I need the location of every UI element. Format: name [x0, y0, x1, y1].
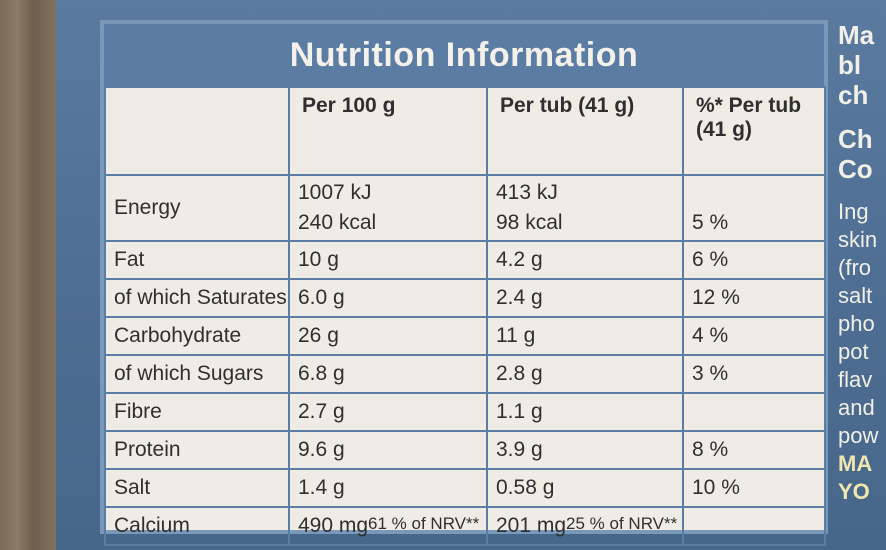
header-percent-per-tub: %* Per tub (41 g)	[682, 86, 826, 176]
side-line: pho	[838, 311, 875, 336]
side-line: flav	[838, 367, 873, 392]
row-label: of which Saturates	[104, 278, 290, 318]
nutrition-table: Per 100 g Per tub (41 g) %* Per tub (41 …	[104, 86, 826, 546]
side-line: Ch	[838, 124, 873, 154]
row-label: of which Sugars	[104, 354, 290, 394]
row-pct: 3 %	[682, 354, 826, 394]
wooden-surface	[0, 0, 56, 550]
side-line: ch	[838, 80, 869, 110]
row-per100: 2.7 g	[288, 392, 488, 432]
side-line: YO	[838, 479, 870, 504]
nutrition-panel: Nutrition Information Per 100 g Per tub …	[100, 20, 828, 546]
energy-tub-kcal: 98 kcal	[496, 211, 563, 234]
table-row: Salt 1.4 g 0.58 g 10 %	[104, 468, 826, 508]
energy-pct: 5 %	[682, 174, 826, 242]
row-tub: 2.4 g	[486, 278, 684, 318]
row-label: Protein	[104, 430, 290, 470]
row-pct: 12 %	[682, 278, 826, 318]
row-label: Carbohydrate	[104, 316, 290, 356]
row-pct	[682, 392, 826, 432]
table-row: Carbohydrate 26 g 11 g 4 %	[104, 316, 826, 356]
side-line: (fro	[838, 255, 871, 280]
row-tub: 1.1 g	[486, 392, 684, 432]
side-line: pow	[838, 423, 879, 448]
row-per100: 9.6 g	[288, 430, 488, 470]
table-row: of which Saturates 6.0 g 2.4 g 12 %	[104, 278, 826, 318]
row-pct: 6 %	[682, 240, 826, 280]
header-row: Per 100 g Per tub (41 g) %* Per tub (41 …	[104, 86, 826, 176]
row-pct: 4 %	[682, 316, 826, 356]
panel-title: Nutrition Information	[104, 24, 824, 86]
row-per100: 6.0 g	[288, 278, 488, 318]
row-tub: 0.58 g	[486, 468, 684, 508]
row-tub: 4.2 g	[486, 240, 684, 280]
row-label: Fat	[104, 240, 290, 280]
row-tub: 11 g	[486, 316, 684, 356]
side-line: pot	[838, 339, 869, 364]
side-line: MA	[838, 451, 873, 476]
header-per-100g: Per 100 g	[288, 86, 488, 176]
table-row: Protein 9.6 g 3.9 g 8 %	[104, 430, 826, 470]
energy-row: Energy 1007 kJ 240 kcal 413 kJ 98 kcal 5…	[104, 174, 826, 242]
calcium-tub-nrv: 25 % of NRV**	[566, 514, 678, 533]
calcium-pct	[682, 506, 826, 546]
calcium-per100: 490 mg 61 % of NRV**	[288, 506, 488, 546]
row-pct: 8 %	[682, 430, 826, 470]
row-label: Fibre	[104, 392, 290, 432]
side-line: Ing	[838, 199, 869, 224]
side-line: skin	[838, 227, 878, 252]
calcium-row: Calcium 490 mg 61 % of NRV** 201 mg 25 %…	[104, 506, 826, 546]
row-per100: 6.8 g	[288, 354, 488, 394]
row-pct: 10 %	[682, 468, 826, 508]
energy-label: Energy	[104, 174, 290, 242]
calcium-tub-value: 201 mg	[496, 514, 567, 537]
row-per100: 1.4 g	[288, 468, 488, 508]
calcium-per100-nrv: 61 % of NRV**	[368, 514, 480, 533]
energy-tub-kj: 413 kJ	[496, 181, 558, 204]
header-empty	[104, 86, 290, 176]
energy-per100-kcal: 240 kcal	[298, 211, 377, 234]
side-line: bl	[838, 50, 862, 80]
row-label: Salt	[104, 468, 290, 508]
side-line: Ma	[838, 20, 875, 50]
row-tub: 2.8 g	[486, 354, 684, 394]
table-row: Fat 10 g 4.2 g 6 %	[104, 240, 826, 280]
energy-per100: 1007 kJ 240 kcal	[288, 174, 488, 242]
row-tub: 3.9 g	[486, 430, 684, 470]
side-line: and	[838, 395, 875, 420]
energy-tub: 413 kJ 98 kcal	[486, 174, 684, 242]
table-row: Fibre 2.7 g 1.1 g	[104, 392, 826, 432]
calcium-tub: 201 mg 25 % of NRV**	[486, 506, 684, 546]
calcium-per100-value: 490 mg	[298, 514, 369, 537]
row-per100: 10 g	[288, 240, 488, 280]
side-line: Co	[838, 154, 873, 184]
energy-pct-value: 5 %	[692, 211, 729, 234]
energy-per100-kj: 1007 kJ	[298, 181, 372, 204]
side-text-column: Ma bl ch Ch Co Ing skin (fro salt pho po…	[838, 20, 886, 506]
header-per-tub: Per tub (41 g)	[486, 86, 684, 176]
side-line: salt	[838, 283, 873, 308]
calcium-label: Calcium	[104, 506, 290, 546]
table-row: of which Sugars 6.8 g 2.8 g 3 %	[104, 354, 826, 394]
row-per100: 26 g	[288, 316, 488, 356]
